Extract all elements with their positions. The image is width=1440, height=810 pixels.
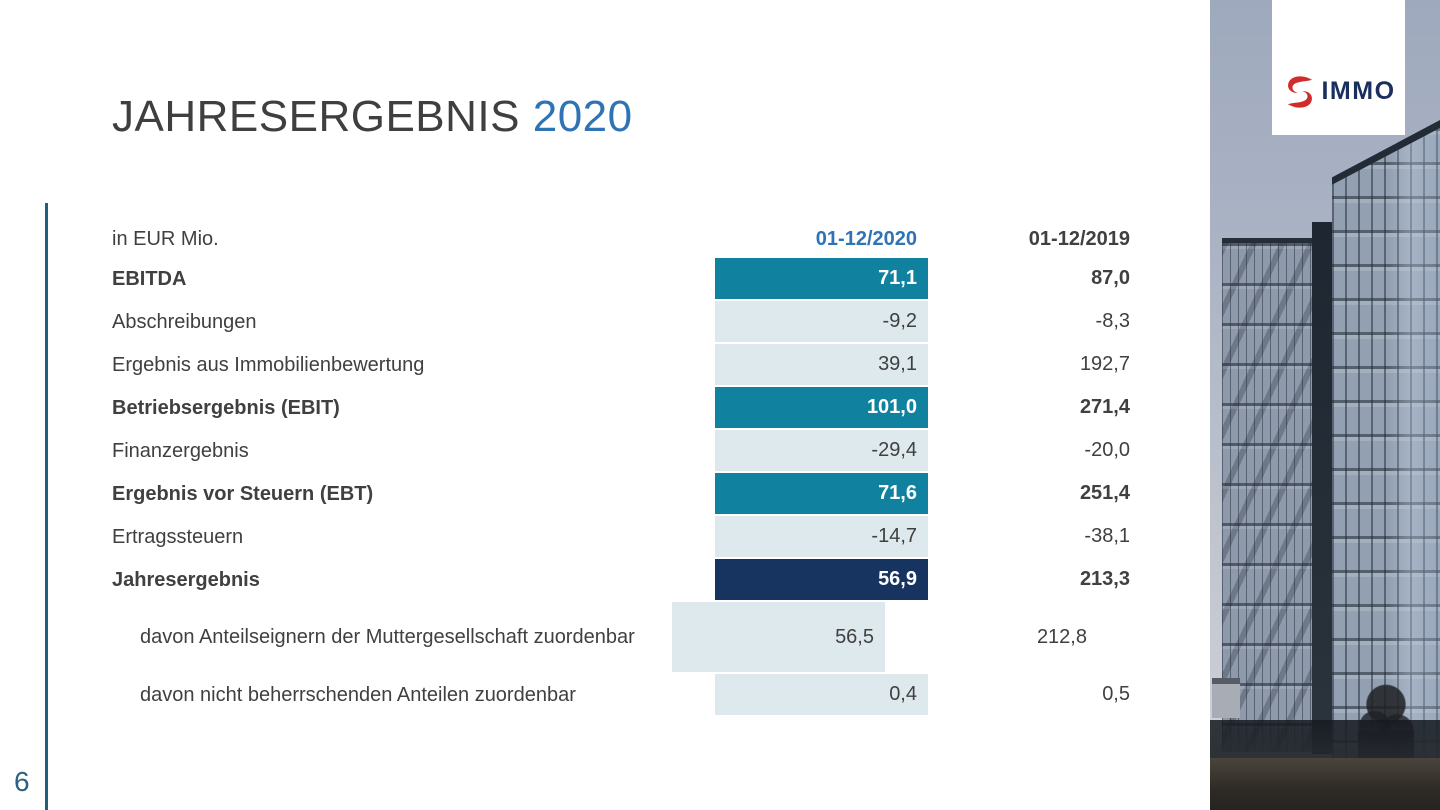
table-row: davon Anteilseignern der Muttergesellsch… (112, 602, 1130, 672)
value-2020-cell: -14,7 (715, 516, 928, 557)
s-swoosh-icon (1288, 75, 1313, 108)
value-2019: 192,7 (1079, 353, 1130, 375)
table-header-row: in EUR Mio. 01-12/2020 01-12/2019 (112, 220, 1130, 258)
row-label: Jahresergebnis (112, 568, 260, 591)
title-main: JAHRESERGEBNIS (112, 92, 520, 141)
logo-text: IMMO (1321, 77, 1396, 105)
unit-label: in EUR Mio. (112, 227, 219, 250)
value-2019: 212,8 (1036, 625, 1087, 648)
value-2019: 251,4 (1079, 482, 1130, 504)
value-2020: 0,4 (889, 683, 917, 705)
value-2020-cell: 101,0 (715, 387, 928, 428)
row-label: Ergebnis aus Immobilienbewertung (112, 353, 425, 376)
row-label: Ertragssteuern (112, 525, 244, 548)
value-2020: -9,2 (882, 310, 917, 332)
value-2020: 71,6 (878, 482, 917, 504)
logo-lockup: IMMO (1281, 73, 1395, 111)
row-label: davon Anteilseignern der Muttergesellsch… (140, 626, 635, 648)
table-row: Ertragssteuern -14,7 -38,1 (112, 516, 1130, 557)
table-body: EBITDA 71,1 87,0 Abschreibungen -9,2 -8,… (112, 258, 1130, 715)
value-2020: 56,9 (878, 568, 917, 590)
table-row: Jahresergebnis 56,9 213,3 (112, 559, 1130, 600)
value-2020-cell: -9,2 (715, 301, 928, 342)
row-label: Finanzergebnis (112, 439, 249, 462)
table-row: EBITDA 71,1 87,0 (112, 258, 1130, 299)
value-2019: 213,3 (1079, 568, 1130, 590)
value-2019: -20,0 (1084, 439, 1130, 461)
table-row: Betriebsergebnis (EBIT) 101,0 271,4 (112, 387, 1130, 428)
table-row: Ergebnis vor Steuern (EBT) 71,6 251,4 (112, 473, 1130, 514)
value-2020: 71,1 (878, 267, 917, 289)
value-2020-cell: 56,9 (715, 559, 928, 600)
value-2019: 271,4 (1079, 396, 1130, 418)
column-header-2019: 01-12/2019 (1028, 227, 1130, 250)
building-photo: IMMO (1210, 0, 1440, 810)
row-label: Abschreibungen (112, 310, 257, 333)
page-title: JAHRESERGEBNIS 2020 (112, 92, 633, 142)
value-2019: -38,1 (1084, 525, 1130, 547)
value-2020-cell: 39,1 (715, 344, 928, 385)
table-row: Ergebnis aus Immobilienbewertung 39,1 19… (112, 344, 1130, 385)
small-building (1212, 678, 1240, 718)
building-tower-main (1332, 128, 1440, 758)
value-2020-cell: 56,5 (672, 602, 885, 672)
row-label: EBITDA (112, 267, 187, 290)
ground-pavement (1210, 758, 1440, 810)
value-2020-cell: -29,4 (715, 430, 928, 471)
value-2020: 39,1 (878, 353, 917, 375)
left-accent-line (45, 203, 48, 810)
value-2020-cell: 71,6 (715, 473, 928, 514)
title-year: 2020 (532, 92, 633, 141)
page-number: 6 (14, 766, 30, 797)
table-row: Abschreibungen -9,2 -8,3 (112, 301, 1130, 342)
company-logo: IMMO (1272, 0, 1405, 135)
building-tower-left (1222, 238, 1312, 752)
value-2020: 56,5 (835, 625, 874, 648)
table-row: davon nicht beherrschenden Anteilen zuor… (112, 674, 1130, 715)
results-table: in EUR Mio. 01-12/2020 01-12/2019 EBITDA… (112, 220, 1130, 717)
table-row: Finanzergebnis -29,4 -20,0 (112, 430, 1130, 471)
row-label: Betriebsergebnis (EBIT) (112, 396, 340, 419)
value-2020: -14,7 (871, 525, 917, 547)
column-header-2020: 01-12/2020 (815, 227, 917, 250)
value-2020-cell: 71,1 (715, 258, 928, 299)
value-2020: 101,0 (866, 396, 917, 418)
value-2019: 0,5 (1102, 683, 1130, 705)
value-2020: -29,4 (871, 439, 917, 461)
row-label: Ergebnis vor Steuern (EBT) (112, 482, 374, 505)
row-label: davon nicht beherrschenden Anteilen zuor… (140, 683, 576, 706)
value-2019: -8,3 (1095, 310, 1130, 332)
fence (1210, 720, 1440, 758)
building-dark-core (1312, 222, 1332, 754)
value-2019: 87,0 (1091, 267, 1130, 289)
value-2020-cell: 0,4 (715, 674, 928, 715)
